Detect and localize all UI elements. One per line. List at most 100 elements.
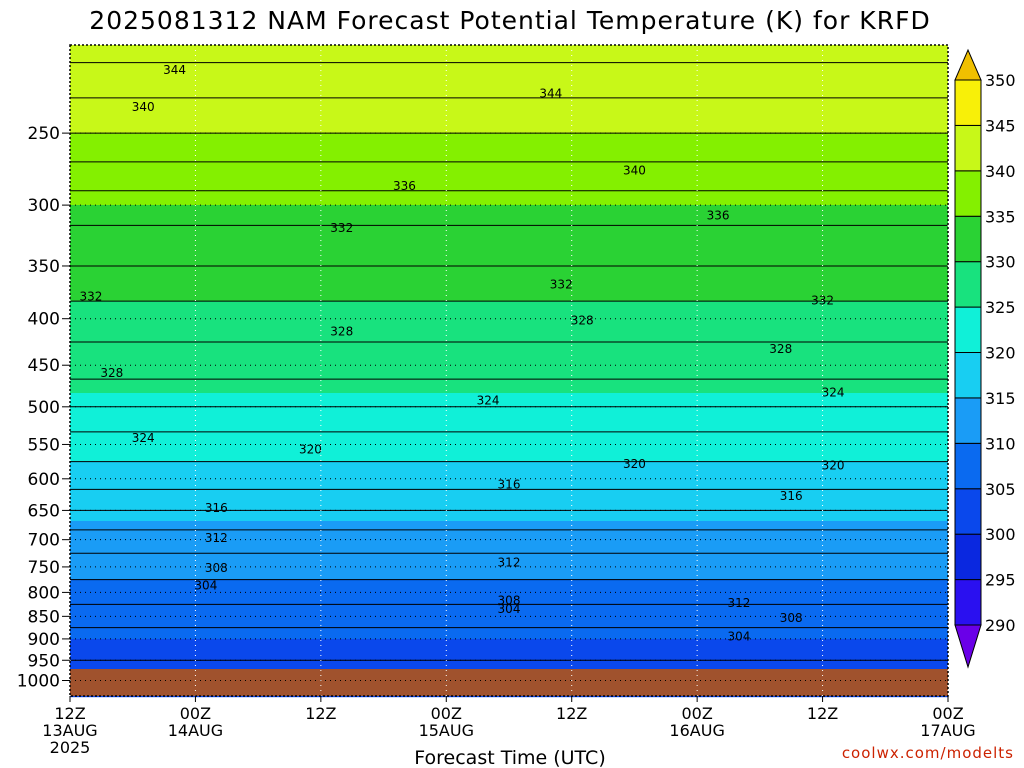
- theta-band: [70, 167, 948, 170]
- theta-band: [70, 317, 948, 320]
- theta-band: [70, 591, 948, 594]
- colorbar-tick-label: 335: [985, 207, 1016, 226]
- theta-band: [70, 177, 948, 180]
- colorbar-tick-label: 340: [985, 162, 1016, 181]
- theta-band: [70, 361, 948, 364]
- theta-band: [70, 181, 948, 184]
- theta-band: [70, 253, 948, 256]
- colorbar-tick-label: 295: [985, 571, 1016, 590]
- contour-label: 324: [822, 385, 845, 399]
- theta-band: [70, 503, 948, 506]
- theta-band: [70, 323, 948, 326]
- theta-band: [70, 271, 948, 274]
- theta-band: [70, 551, 948, 554]
- y-axis: 250 300 350 400 450 500 550 600 650 700 750 800 850 9…: [17, 124, 70, 692]
- theta-band: [70, 315, 948, 318]
- theta-band: [70, 665, 948, 668]
- theta-band: [70, 463, 948, 466]
- theta-band: [70, 101, 948, 104]
- y-tick-label: 1000: [17, 672, 60, 692]
- theta-band: [70, 339, 948, 342]
- theta-band: [70, 267, 948, 270]
- theta-band: [70, 287, 948, 290]
- theta-band: [70, 247, 948, 250]
- theta-band: [70, 305, 948, 308]
- theta-band: [70, 545, 948, 548]
- theta-band: [70, 191, 948, 194]
- theta-band: [70, 363, 948, 366]
- theta-band: [70, 189, 948, 192]
- theta-band: [70, 641, 948, 644]
- theta-band: [70, 599, 948, 602]
- theta-band: [70, 217, 948, 220]
- theta-band: [70, 299, 948, 302]
- theta-band: [70, 133, 948, 136]
- theta-band: [70, 211, 948, 214]
- x-tick-label: 14AUG: [168, 721, 223, 740]
- theta-band: [70, 381, 948, 384]
- x-axis-label: Forecast Time (UTC): [414, 747, 605, 768]
- theta-band: [70, 457, 948, 460]
- plot-area: [70, 45, 948, 698]
- theta-band: [70, 215, 948, 218]
- theta-band: [70, 231, 948, 234]
- theta-band: [70, 105, 948, 108]
- theta-band: [70, 117, 948, 120]
- theta-band: [70, 425, 948, 428]
- theta-band: [70, 249, 948, 252]
- theta-band: [70, 501, 948, 504]
- theta-band: [70, 533, 948, 536]
- y-tick-label: 850: [28, 607, 60, 627]
- theta-band: [70, 597, 948, 600]
- x-tick-label: 15AUG: [419, 721, 474, 740]
- theta-band: [70, 581, 948, 584]
- theta-band: [70, 163, 948, 166]
- theta-band: [70, 507, 948, 510]
- theta-band: [70, 585, 948, 588]
- theta-band: [70, 297, 948, 300]
- contour-label: 320: [299, 442, 322, 456]
- theta-band: [70, 95, 948, 98]
- theta-band: [70, 239, 948, 242]
- theta-band: [70, 71, 948, 74]
- theta-band: [70, 437, 948, 440]
- theta-band: [70, 375, 948, 378]
- theta-band: [70, 615, 948, 618]
- theta-band: [70, 111, 948, 114]
- colorbar-tick-label: 350: [985, 71, 1016, 90]
- theta-band: [70, 473, 948, 476]
- theta-band: [70, 547, 948, 550]
- theta-band: [70, 319, 948, 322]
- theta-band: [70, 113, 948, 116]
- theta-band: [70, 429, 948, 432]
- theta-band: [70, 379, 948, 382]
- contour-label: 336: [707, 208, 730, 222]
- y-tick-label: 900: [28, 630, 60, 650]
- theta-band: [70, 87, 948, 90]
- theta-band: [70, 171, 948, 174]
- theta-band: [70, 553, 948, 556]
- theta-band: [70, 61, 948, 64]
- theta-band: [70, 447, 948, 450]
- theta-band: [70, 565, 948, 568]
- theta-band: [70, 153, 948, 156]
- theta-band: [70, 385, 948, 388]
- theta-band: [70, 469, 948, 472]
- theta-band: [70, 295, 948, 298]
- theta-band: [70, 175, 948, 178]
- theta-band: [70, 575, 948, 578]
- theta-band: [70, 355, 948, 358]
- theta-band: [70, 165, 948, 168]
- theta-band: [70, 563, 948, 566]
- contour-label: 304: [498, 602, 521, 616]
- theta-band: [70, 233, 948, 236]
- theta-band: [70, 93, 948, 96]
- theta-band: [70, 541, 948, 544]
- theta-band: [70, 85, 948, 88]
- theta-band: [70, 309, 948, 312]
- x-tick-label: 00Z: [932, 704, 963, 723]
- theta-band: [70, 383, 948, 386]
- theta-band: [70, 595, 948, 598]
- theta-band: [70, 655, 948, 658]
- theta-band: [70, 103, 948, 106]
